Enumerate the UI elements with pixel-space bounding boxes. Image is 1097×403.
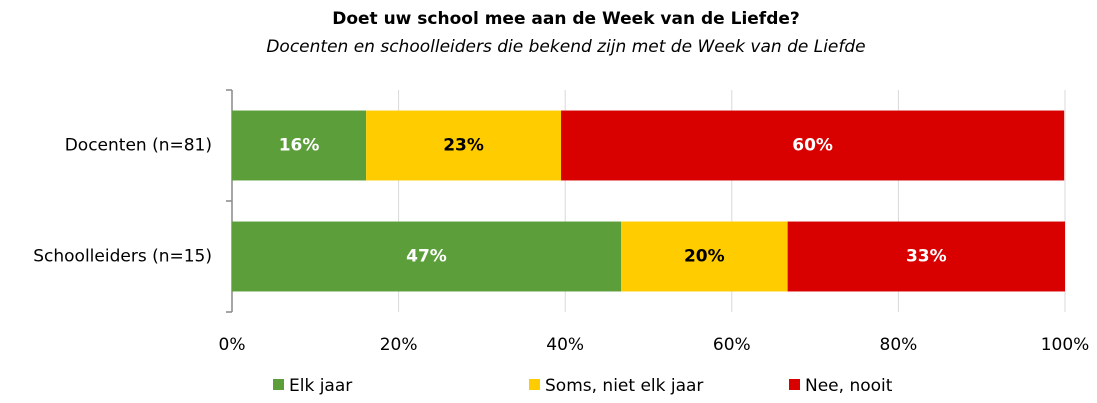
bar-segment: [366, 110, 562, 181]
legend-swatch: [273, 379, 284, 390]
bar-segment: [787, 221, 1065, 292]
data-label: 20%: [684, 247, 725, 267]
chart-title: Doet uw school mee aan de Week van de Li…: [332, 9, 800, 29]
x-tick-label: 20%: [380, 335, 418, 355]
legend-swatch: [789, 379, 800, 390]
chart-subtitle: Docenten en schoolleiders die bekend zij…: [266, 37, 865, 57]
bar-segment: [232, 221, 622, 292]
data-label: 16%: [279, 136, 320, 156]
y-tick-label: Docenten (n=81): [65, 136, 212, 156]
x-tick-label: 80%: [880, 335, 918, 355]
data-label: 23%: [443, 136, 484, 156]
bar-segment: [561, 110, 1065, 181]
legend-swatch: [529, 379, 540, 390]
x-tick-label: 60%: [713, 335, 751, 355]
legend-label: Elk jaar: [289, 376, 352, 396]
bar-segment: [232, 110, 367, 181]
x-tick-label: 40%: [546, 335, 584, 355]
data-label: 47%: [406, 247, 447, 267]
bar-segment: [621, 221, 788, 292]
y-tick-label: Schoolleiders (n=15): [33, 247, 212, 267]
legend-label: Nee, nooit: [805, 376, 893, 396]
x-tick-label: 100%: [1041, 335, 1090, 355]
data-label: 60%: [792, 136, 833, 156]
legend-label: Soms, niet elk jaar: [545, 376, 703, 396]
data-label: 33%: [906, 247, 947, 267]
x-tick-label: 0%: [219, 335, 246, 355]
